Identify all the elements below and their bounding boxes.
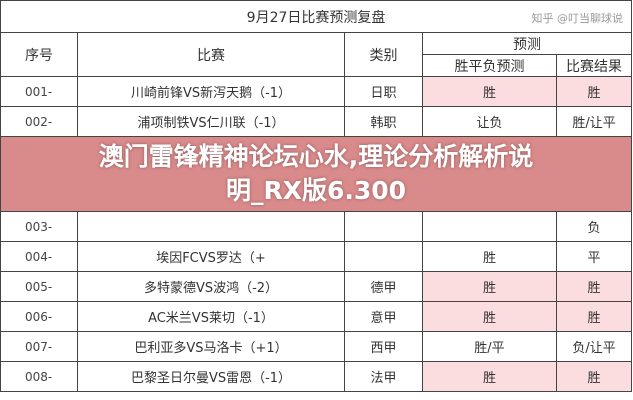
header-result: 比赛结果 <box>555 54 633 77</box>
headline-line-1: 澳门雷锋精神论坛心水,理论分析解析说 <box>98 142 534 171</box>
table-row: 006- AC米兰VS莱切（-1） 意甲胜胜 <box>0 301 633 332</box>
cell-prediction: 胜 <box>422 76 557 107</box>
headline-line-2: 明_RX版6.300 <box>225 176 407 205</box>
overlay-band: 澳门雷锋精神论坛心水,理论分析解析说 明_RX版6.300 <box>0 136 633 212</box>
header-prediction: 预测 <box>421 32 633 55</box>
cell-result: 胜 <box>555 271 633 302</box>
header-category: 类别 <box>344 32 423 77</box>
cell-seq: 003- <box>0 211 78 242</box>
table-row: 004- 埃因FCVS罗达（+ 胜平 <box>0 241 633 272</box>
header-seq: 序号 <box>0 32 78 77</box>
cell-match: 埃因FCVS罗达（+ <box>77 241 345 272</box>
cell-result: 胜/让平 <box>555 106 633 137</box>
cell-seq: 004- <box>0 241 78 272</box>
cell-match: 巴利亚多VS马洛卡（+1） <box>77 331 345 362</box>
cell-category <box>344 211 423 242</box>
table-row: 002- 浦项制铁VS仁川联（-1） 韩职 让负 胜/让平 <box>0 106 633 137</box>
cell-result: 负 <box>555 211 633 242</box>
table-row: 005- 多特蒙德VS波鸿（-2） 德甲胜胜 <box>0 271 633 302</box>
cell-prediction: 胜/平 <box>422 331 557 362</box>
table-title-cell: 9月27日比赛预测复盘 知乎 @叮当聊球说 <box>0 0 633 33</box>
cell-seq: 001- <box>0 76 78 107</box>
cell-prediction: 胜 <box>422 271 557 302</box>
cell-prediction: 胜 <box>422 241 557 272</box>
cell-category: 西甲 <box>344 331 423 362</box>
cell-result: 胜 <box>555 361 633 392</box>
table-row: 001- 川崎前锋VS新泻天鹅（-1） 日职胜胜 <box>0 76 633 107</box>
cell-match: 多特蒙德VS波鸿（-2） <box>77 271 345 302</box>
cell-prediction: 胜 <box>422 301 557 332</box>
cell-category <box>344 241 423 272</box>
cell-category: 韩职 <box>344 106 423 137</box>
cell-seq: 005- <box>0 271 78 302</box>
cell-result: 胜 <box>555 301 633 332</box>
cell-match: AC米兰VS莱切（-1） <box>77 301 345 332</box>
header-wdl-prediction: 胜平负预测 <box>422 54 557 77</box>
cell-prediction: 让负 <box>422 106 557 137</box>
cell-seq: 007- <box>0 331 78 362</box>
cell-result: 平 <box>555 241 633 272</box>
cell-result: 负/让平 <box>555 331 633 362</box>
cell-category: 意甲 <box>344 301 423 332</box>
header-match: 比赛 <box>77 32 345 77</box>
table-row: 003- 负 <box>0 211 633 242</box>
cell-prediction <box>422 211 557 242</box>
cell-category: 法甲 <box>344 361 423 392</box>
cell-result: 胜 <box>555 76 633 107</box>
cell-seq: 006- <box>0 301 78 332</box>
table-row: 008- 巴黎圣日尔曼VS雷恩（-1） 法甲胜胜 <box>0 361 633 392</box>
table-row: 007- 巴利亚多VS马洛卡（+1） 西甲 胜/平 负/让平 <box>0 331 633 362</box>
cell-category: 德甲 <box>344 271 423 302</box>
cell-match: 巴黎圣日尔曼VS雷恩（-1） <box>77 361 345 392</box>
overlay-headline: 澳门雷锋精神论坛心水,理论分析解析说 明_RX版6.300 <box>0 136 633 212</box>
cell-seq: 008- <box>0 361 78 392</box>
cell-prediction: 胜 <box>422 361 557 392</box>
cell-category: 日职 <box>344 76 423 107</box>
cell-match: 浦项制铁VS仁川联（-1） <box>77 106 345 137</box>
cell-match: 川崎前锋VS新泻天鹅（-1） <box>77 76 345 107</box>
watermark: 知乎 @叮当聊球说 <box>531 12 624 25</box>
cell-seq: 002- <box>0 106 78 137</box>
table-title: 9月27日比赛预测复盘 <box>246 9 386 26</box>
cell-match <box>77 211 345 242</box>
